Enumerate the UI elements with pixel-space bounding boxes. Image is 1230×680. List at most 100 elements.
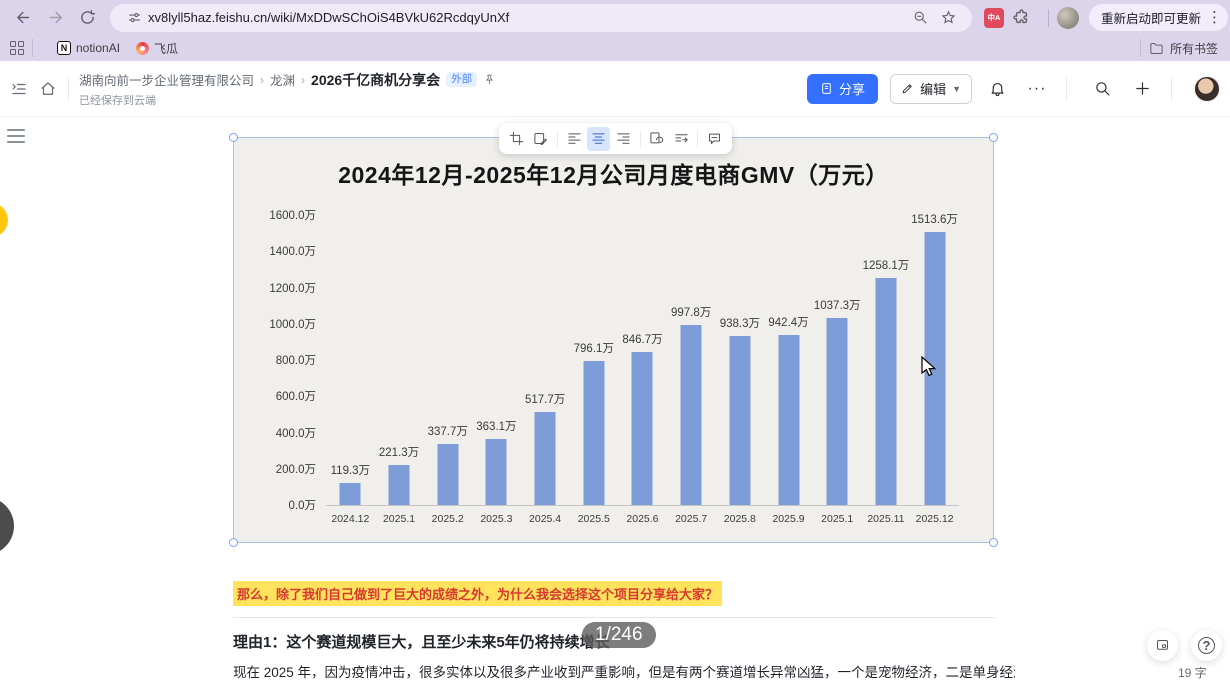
bar-value-label: 517.7万 bbox=[524, 393, 566, 406]
notifications-bell-icon[interactable] bbox=[982, 74, 1012, 104]
pencil-icon bbox=[902, 84, 912, 94]
bar-value-label: 221.3万 bbox=[378, 447, 420, 460]
align-right-icon[interactable] bbox=[612, 127, 635, 151]
feedback-button[interactable] bbox=[1147, 630, 1178, 661]
toolbar-divider bbox=[1048, 8, 1049, 27]
copy-link-icon[interactable] bbox=[645, 127, 668, 151]
user-avatar[interactable] bbox=[1194, 75, 1220, 102]
comment-icon[interactable] bbox=[703, 127, 726, 151]
translate-extension-icon[interactable]: 中A bbox=[984, 7, 1004, 28]
bar bbox=[388, 465, 410, 505]
restart-update-label: 重新启动即可更新 bbox=[1101, 12, 1202, 26]
edit-button[interactable]: 编辑 ▼ bbox=[890, 73, 972, 104]
external-badge: 外部 bbox=[446, 71, 478, 88]
edge-widget-dark[interactable] bbox=[0, 497, 14, 555]
x-axis-label: 2025.3 bbox=[480, 513, 513, 525]
bookmark-feigua[interactable]: 飞瓜 bbox=[136, 40, 178, 57]
bar-slot: 337.7万 bbox=[423, 216, 472, 505]
edit-label: 编辑 bbox=[920, 82, 947, 97]
x-axis-label: 2025.12 bbox=[915, 513, 954, 525]
extensions-puzzle-icon[interactable] bbox=[1012, 9, 1030, 27]
restart-update-button[interactable]: 重新启动即可更新 ⋮ bbox=[1089, 4, 1229, 31]
more-actions-icon[interactable]: ··· bbox=[1027, 79, 1047, 97]
edge-widget-yellow[interactable] bbox=[0, 203, 8, 237]
word-count: 19 字 bbox=[1178, 666, 1207, 680]
bookmark-label: notionAI bbox=[76, 41, 121, 55]
address-bar[interactable]: xv8lyll5haz.feishu.cn/wiki/MxDDwSChOiS4B… bbox=[110, 3, 972, 32]
reason-heading[interactable]: 理由1：这个赛道规模巨大，且至少未来5年仍将持续增长 bbox=[233, 634, 610, 651]
breadcrumb-separator: › bbox=[301, 72, 306, 87]
breadcrumb-separator: › bbox=[260, 72, 265, 87]
browser-menu-icon[interactable]: ⋮ bbox=[1207, 9, 1223, 26]
y-axis-label: 1200.0万 bbox=[269, 282, 316, 295]
bookmarks-divider bbox=[1139, 39, 1141, 57]
page-title[interactable]: 2026千亿商机分享会 bbox=[311, 71, 441, 88]
header-divider bbox=[68, 76, 69, 101]
breadcrumb: 湖南向前一步企业管理有限公司 › 龙渊 › 2026千亿商机分享会 外部 已经保… bbox=[79, 70, 496, 108]
bar bbox=[437, 444, 459, 505]
bookmark-star-icon[interactable] bbox=[940, 10, 956, 26]
share-button[interactable]: 分享 bbox=[807, 73, 879, 104]
resize-handle-top-right[interactable] bbox=[989, 133, 998, 142]
resize-handle-bottom-right[interactable] bbox=[989, 538, 998, 547]
x-axis-label: 2025.6 bbox=[626, 513, 659, 525]
bar bbox=[826, 317, 848, 505]
y-axis-label: 1400.0万 bbox=[269, 246, 316, 259]
chevron-down-icon: ▼ bbox=[952, 83, 961, 94]
bar-value-label: 1258.1万 bbox=[862, 259, 910, 272]
header-divider bbox=[1066, 76, 1067, 101]
resize-handle-bottom-left[interactable] bbox=[229, 538, 238, 547]
crop-icon[interactable] bbox=[505, 127, 528, 151]
bar-slot: 938.3万 bbox=[716, 216, 765, 505]
bar-slot: 846.7万 bbox=[618, 216, 667, 505]
bar-value-label: 997.8万 bbox=[671, 306, 712, 319]
apps-grid-icon[interactable] bbox=[10, 41, 24, 55]
move-to-icon[interactable] bbox=[670, 127, 693, 151]
body-paragraph[interactable]: 现在 2025 年，因为疫情冲击，很多实体以及很多产业收到严重影响，但是有两个赛… bbox=[233, 665, 1015, 680]
search-icon[interactable] bbox=[1087, 74, 1117, 104]
outline-toggle-icon[interactable] bbox=[7, 129, 25, 143]
home-icon[interactable] bbox=[38, 79, 58, 99]
all-bookmarks-label: 所有书签 bbox=[1169, 41, 1218, 56]
plot-area: 119.3万 221.3万 337.7万 363.1万 517.7万 796.1万 846.… bbox=[326, 214, 959, 506]
bar-value-label: 938.3万 bbox=[719, 317, 760, 330]
chart-image-block[interactable]: 2024年12月-2025年12月公司月度电商GMV（万元） 0.0万 200.0… bbox=[229, 133, 998, 547]
notionai-icon: N bbox=[57, 41, 71, 55]
browser-avatar[interactable] bbox=[1057, 6, 1079, 29]
x-axis: 2024.12 2025.1 2025.2 2025.3 2025.4 2025.5 202… bbox=[326, 513, 959, 529]
x-axis-label: 2025.11 bbox=[867, 513, 905, 525]
help-button[interactable]: ? bbox=[1191, 630, 1222, 661]
create-new-icon[interactable] bbox=[1127, 74, 1157, 104]
y-axis-label: 200.0万 bbox=[275, 463, 316, 476]
resize-handle-top-left[interactable] bbox=[229, 133, 238, 142]
url-text[interactable]: xv8lyll5haz.feishu.cn/wiki/MxDDwSChOiS4B… bbox=[148, 10, 510, 25]
bar-slot: 1037.3万 bbox=[813, 216, 862, 505]
pin-icon[interactable] bbox=[483, 73, 496, 86]
bookmarks-divider bbox=[32, 39, 33, 57]
x-axis-label: 2025.4 bbox=[529, 513, 562, 525]
y-axis-label: 0.0万 bbox=[288, 500, 317, 512]
align-center-icon[interactable] bbox=[587, 126, 610, 151]
toolbar-divider bbox=[557, 130, 558, 147]
x-axis-label: 2024.12 bbox=[331, 513, 370, 525]
header-actions: 分享 编辑 ▼ ··· bbox=[807, 73, 1220, 104]
breadcrumb-item-company[interactable]: 湖南向前一步企业管理有限公司 bbox=[79, 74, 255, 88]
bookmark-notionai[interactable]: N notionAI bbox=[57, 41, 120, 55]
back-icon[interactable] bbox=[14, 9, 32, 27]
caption-edit-icon[interactable] bbox=[530, 127, 553, 151]
highlighted-question[interactable]: 那么，除了我们自己做到了巨大的成绩之外，为什么我会选择这个项目分享给大家？ bbox=[233, 581, 723, 606]
zoom-icon[interactable] bbox=[912, 10, 928, 26]
bar-value-label: 363.1万 bbox=[476, 421, 517, 434]
y-axis-label: 600.0万 bbox=[275, 391, 316, 404]
x-axis-label: 2025.1 bbox=[382, 513, 416, 525]
bar-value-label: 119.3万 bbox=[330, 465, 371, 478]
align-left-icon[interactable] bbox=[563, 127, 586, 151]
all-bookmarks[interactable]: 所有书签 bbox=[1132, 39, 1218, 57]
breadcrumb-item-space[interactable]: 龙渊 bbox=[270, 74, 296, 88]
site-info-icon[interactable] bbox=[126, 10, 142, 26]
toolbar-divider bbox=[639, 130, 641, 147]
wiki-tree-icon[interactable] bbox=[9, 79, 29, 99]
reload-icon[interactable] bbox=[78, 9, 96, 27]
forward-icon[interactable] bbox=[46, 9, 64, 27]
bar bbox=[485, 439, 507, 505]
